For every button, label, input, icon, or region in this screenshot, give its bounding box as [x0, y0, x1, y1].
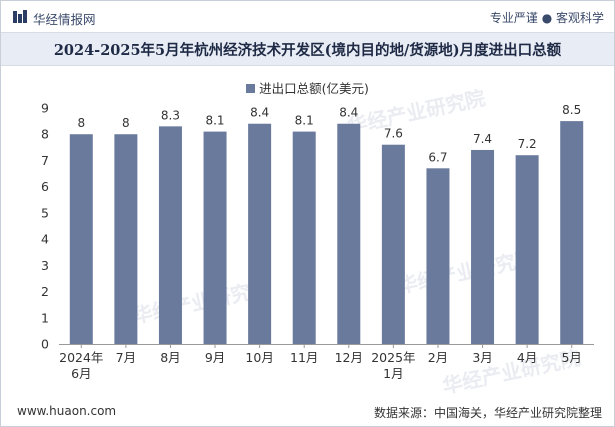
- bar: [158, 126, 182, 344]
- data-label: 6.7: [428, 150, 447, 164]
- data-label: 8.1: [205, 114, 224, 128]
- y-tick-label: 9: [41, 101, 49, 116]
- data-label: 8.3: [161, 108, 180, 122]
- bar: [426, 168, 450, 344]
- x-tick-label: 4月: [517, 350, 537, 365]
- x-tick-label: 7月: [116, 350, 136, 365]
- bar: [248, 123, 272, 344]
- x-tick-label: 5月: [561, 350, 581, 365]
- data-label: 7.2: [518, 137, 537, 151]
- brand-name: 华经情报网: [33, 12, 96, 27]
- legend-swatch: [246, 84, 256, 93]
- y-tick-label: 1: [41, 310, 49, 325]
- data-label: 8.4: [339, 106, 358, 120]
- y-tick-label: 5: [41, 205, 49, 220]
- tagline: 专业严谨 ● 客观科学: [489, 11, 604, 25]
- x-tick-label: 1月: [383, 366, 403, 381]
- x-tick-label: 12月: [335, 350, 363, 365]
- legend-label: 进出口总额(亿美元): [259, 81, 369, 96]
- bar: [381, 144, 405, 344]
- bar: [69, 134, 93, 344]
- y-tick-label: 7: [41, 153, 49, 168]
- data-label: 7.6: [384, 127, 403, 141]
- bar: [114, 134, 138, 344]
- data-label: 8.4: [250, 106, 269, 120]
- bar: [203, 131, 227, 344]
- bar: [337, 123, 361, 344]
- data-label: 8: [122, 116, 130, 130]
- x-tick-label: 2025年: [371, 350, 415, 365]
- footer-source: 数据来源：中国海关，华经产业研究院整理: [373, 406, 602, 420]
- top-bar: 华经情报网 专业严谨 ● 客观科学: [1, 1, 614, 31]
- x-tick-label: 2月: [428, 350, 448, 365]
- x-tick-label: 8月: [160, 350, 180, 365]
- bar: [471, 149, 495, 344]
- x-tick-label: 10月: [245, 350, 273, 365]
- x-tick-label: 2024年: [59, 350, 103, 365]
- y-tick-label: 4: [41, 232, 49, 247]
- x-tick-label: 3月: [472, 350, 492, 365]
- x-tick-label: 11月: [290, 350, 318, 365]
- y-tick-label: 8: [41, 127, 49, 142]
- y-tick-label: 0: [41, 337, 49, 352]
- data-label: 7.4: [473, 132, 492, 146]
- x-tick-label: 9月: [205, 350, 225, 365]
- bar: [292, 131, 316, 344]
- title-band: [1, 32, 614, 66]
- y-tick-label: 3: [41, 258, 49, 273]
- chart-title: 2024-2025年5月年杭州经济技术开发区(境内目的地/货源地)月度进出口总额: [53, 42, 562, 59]
- data-label: 8: [77, 116, 85, 130]
- bar: [515, 155, 539, 344]
- y-tick-label: 6: [41, 179, 49, 194]
- data-label: 8.5: [562, 103, 581, 117]
- logo-icon: [13, 10, 27, 23]
- data-label: 8.1: [295, 114, 314, 128]
- x-tick-label: 6月: [71, 366, 91, 381]
- footer-website[interactable]: www.huaon.com: [17, 404, 117, 418]
- y-tick-label: 2: [41, 284, 49, 299]
- bar: [560, 121, 584, 344]
- legend: 进出口总额(亿美元): [1, 78, 614, 97]
